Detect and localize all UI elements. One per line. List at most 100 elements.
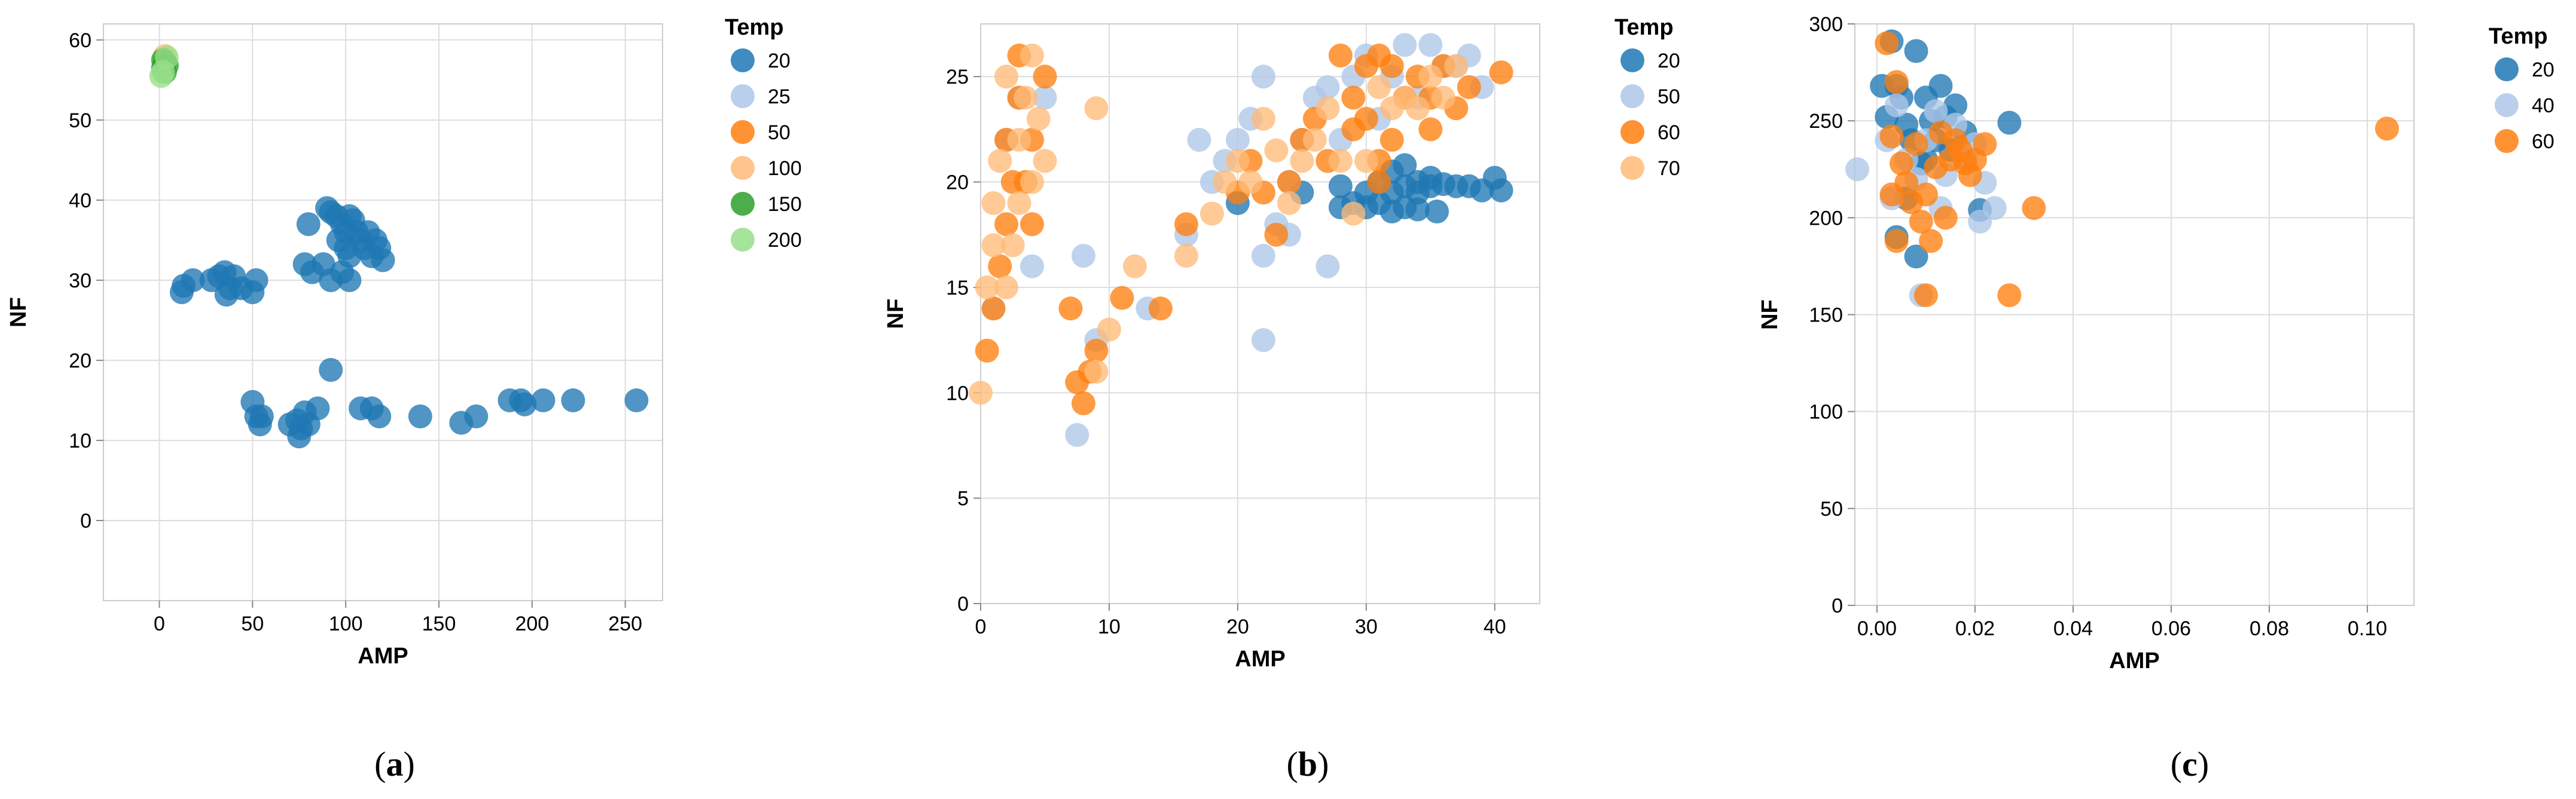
data-point-temp-60 (2374, 117, 2399, 141)
x-tick-label: 0.02 (1955, 617, 1995, 640)
legend-swatch-60 (1620, 120, 1644, 144)
y-tick-label: 40 (69, 189, 91, 212)
data-point-temp-60 (1328, 43, 1353, 68)
data-point-temp-60 (1875, 31, 1899, 56)
data-point-temp-60 (1084, 338, 1109, 363)
data-point-temp-60 (1884, 70, 1909, 94)
data-point-temp-70 (1097, 317, 1121, 342)
data-point-temp-50 (1020, 254, 1044, 278)
data-point-temp-70 (994, 65, 1018, 89)
data-point-temp-60 (1997, 283, 2022, 308)
data-point-temp-60 (981, 296, 1006, 321)
y-tick-label: 300 (1809, 13, 1843, 36)
data-point-temp-20 (244, 268, 268, 292)
data-point-temp-70 (1225, 149, 1250, 173)
data-point-temp-20 (624, 388, 649, 412)
y-tick-label: 250 (1809, 110, 1843, 133)
y-tick-label: 0 (957, 593, 969, 616)
data-point-temp-20 (181, 268, 205, 292)
data-point-temp-70 (1026, 106, 1051, 131)
y-axis-title: NF (6, 297, 31, 327)
legend-label-20: 20 (1658, 50, 1680, 72)
data-point-temp-60 (1264, 222, 1289, 247)
legend-label-25: 25 (768, 85, 790, 108)
chart-3: 0.00 0.02 0.04 0.06 0.08 0.10 0 50 100 150 200 250 3… (1757, 13, 2554, 783)
data-point-temp-60 (2022, 196, 2046, 221)
data-point-temp-70 (1200, 201, 1224, 226)
data-point-temp-70 (1251, 106, 1275, 131)
data-point-temp-70 (1354, 149, 1378, 173)
y-tick-label: 5 (957, 488, 969, 510)
data-point-temp-20 (464, 404, 489, 428)
x-tick-label: 0.00 (1857, 617, 1897, 640)
legend-title: Temp (1614, 15, 1674, 40)
legend-title: Temp (725, 15, 784, 40)
y-tick-label: 100 (1809, 401, 1843, 424)
data-point-temp-20 (1328, 174, 1353, 198)
data-point-temp-60 (1020, 212, 1044, 237)
y-tick-label: 10 (69, 430, 91, 452)
data-point-temp-70 (1302, 128, 1327, 152)
data-point-temp-20 (249, 404, 274, 428)
data-point-temp-70 (1341, 201, 1366, 226)
x-tick-label: 0 (154, 613, 165, 635)
x-axis-title: AMP (358, 644, 408, 669)
data-point-temp-60 (1884, 229, 1909, 253)
x-tick-label: 100 (329, 613, 363, 635)
legend-swatch-150 (731, 192, 755, 216)
data-point-temp-70 (988, 149, 1012, 173)
data-point-temp-60 (975, 338, 999, 363)
data-point-temp-70 (969, 381, 993, 405)
data-point-temp-60 (1457, 75, 1481, 99)
data-point-temp-60 (1033, 65, 1057, 89)
figure-caption: (b) (1287, 745, 1329, 783)
x-tick-label: 10 (1098, 616, 1121, 638)
data-point-temp-20 (371, 248, 395, 273)
data-point-temp-50 (1316, 75, 1340, 99)
data-point-temp-70 (1431, 85, 1455, 110)
data-point-temp-20 (319, 358, 343, 382)
data-point-temp-20 (367, 404, 392, 428)
x-tick-label: 250 (608, 613, 642, 635)
data-point-temp-40 (1845, 157, 1870, 182)
x-axis-title: AMP (1235, 647, 1285, 672)
legend-label-60: 60 (2532, 130, 2554, 153)
x-tick-label: 0.04 (2053, 617, 2093, 640)
y-tick-label: 30 (69, 270, 91, 292)
y-tick-label: 0 (80, 510, 91, 532)
y-tick-label: 10 (946, 382, 969, 405)
data-point-temp-60 (1379, 128, 1404, 152)
y-tick-label: 150 (1809, 304, 1843, 327)
data-point-temp-60 (1418, 117, 1443, 142)
data-point-temp-50 (1316, 254, 1340, 278)
x-tick-label: 30 (1355, 616, 1378, 638)
legend-swatch-70 (1620, 156, 1644, 180)
data-point-temp-60 (1933, 206, 1958, 230)
data-point-temp-50 (1187, 128, 1211, 152)
figure-caption: (c) (2171, 745, 2209, 783)
chart-2: 0 10 20 30 40 0 5 10 15 20 25 AMP NF Temp 20 50 60 70 (b) (883, 15, 1680, 783)
data-point-temp-60 (1489, 60, 1513, 85)
x-axis-title: AMP (2109, 648, 2159, 674)
data-point-temp-70 (981, 233, 1006, 258)
data-point-temp-70 (1405, 96, 1430, 121)
x-tick-label: 50 (241, 613, 264, 635)
legend-swatch-40 (2495, 93, 2519, 117)
data-point-temp-70 (975, 275, 999, 299)
x-tick-label: 0 (975, 616, 987, 638)
y-tick-label: 0 (1832, 595, 1843, 617)
data-point-temp-20 (1367, 191, 1391, 215)
data-point-temp-20 (1425, 199, 1449, 224)
data-point-temp-70 (1316, 96, 1340, 121)
y-tick-label: 60 (69, 29, 91, 52)
figure-caption: (a) (374, 745, 415, 783)
data-point-temp-70 (1084, 96, 1109, 121)
data-point-temp-50 (1225, 128, 1250, 152)
chart-1: 0 50 100 150 200 250 0 10 20 30 40 50 60 AMP NF Temp 20 2… (6, 15, 802, 783)
data-point-temp-70 (1444, 54, 1469, 78)
legend-swatch-50 (731, 120, 755, 144)
data-point-temp-60 (1913, 182, 1938, 207)
data-point-temp-20 (296, 212, 321, 237)
data-point-temp-20 (1405, 197, 1430, 222)
data-point-temp-50 (1033, 85, 1057, 110)
